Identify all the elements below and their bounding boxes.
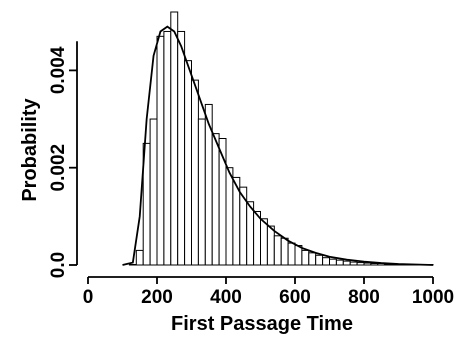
histogram-bar xyxy=(329,258,337,266)
histogram-bar xyxy=(225,167,234,266)
histogram-bar xyxy=(191,79,199,266)
x-tick-label: 600 xyxy=(279,287,311,308)
y-axis-title: Probability xyxy=(19,97,41,201)
histogram-bar xyxy=(322,257,331,266)
x-ticks-group: 0 200 400 600 800 1000 xyxy=(83,277,454,308)
histogram-bar xyxy=(135,249,144,266)
x-tick-label: 0 xyxy=(83,287,94,308)
histogram-bar xyxy=(349,261,358,266)
x-tick-label: 800 xyxy=(348,287,380,308)
histogram-bar xyxy=(315,254,324,266)
histogram-bar xyxy=(342,260,351,266)
x-tick-label: 200 xyxy=(141,287,173,308)
x-tick-label: 400 xyxy=(210,287,242,308)
histogram-bar xyxy=(356,262,365,266)
histogram-bar xyxy=(280,237,289,266)
histogram-bar xyxy=(246,201,255,266)
histogram-bar xyxy=(149,118,158,266)
histogram-bar xyxy=(266,225,275,266)
y-ticks-group: 0.0 0.002 0.004 xyxy=(48,46,77,278)
histogram-bar xyxy=(287,242,296,266)
histogram-bar xyxy=(335,259,344,266)
histogram-bar xyxy=(308,252,317,266)
density-curve xyxy=(122,25,434,266)
y-tick-label: 0.004 xyxy=(48,46,69,94)
histogram-bar xyxy=(197,118,206,266)
x-tick-label: 1000 xyxy=(412,287,454,308)
histogram-bar xyxy=(294,245,303,266)
histogram-bar xyxy=(163,30,172,266)
histogram-bar xyxy=(177,30,186,266)
y-tick-label: 0.002 xyxy=(48,144,69,192)
histogram-bar xyxy=(170,11,179,266)
histogram-bar xyxy=(253,210,262,266)
bars-group xyxy=(128,11,434,266)
histogram-bar xyxy=(184,60,193,266)
histogram-bar xyxy=(211,133,220,266)
histogram-bar xyxy=(370,263,379,266)
histogram-bar xyxy=(156,35,165,266)
histogram-bar xyxy=(301,249,310,266)
histogram-bar xyxy=(260,218,268,266)
histogram-bar xyxy=(273,235,282,266)
x-axis-title: First Passage Time xyxy=(171,313,353,335)
histogram-bar xyxy=(363,262,372,266)
y-tick-label: 0.0 xyxy=(48,252,69,278)
